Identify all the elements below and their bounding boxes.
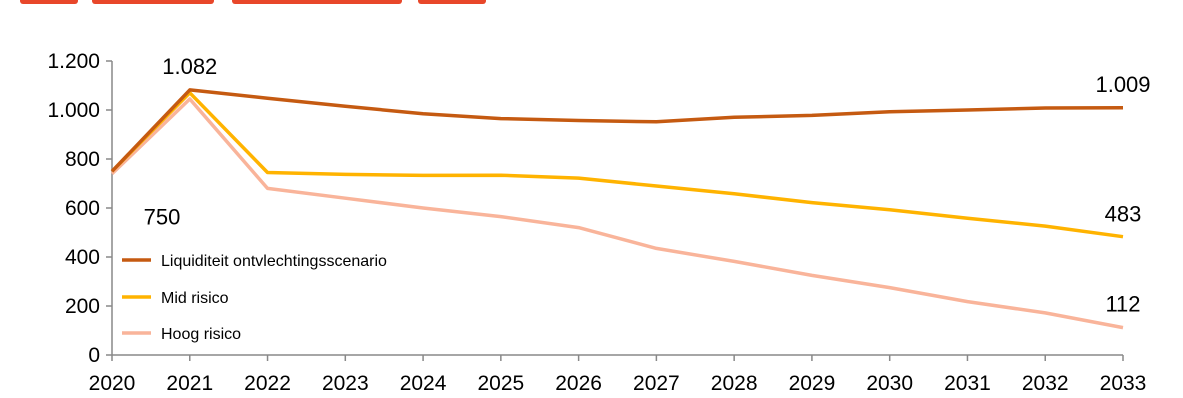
data-label: 112: [1105, 292, 1140, 317]
y-tick-label: 1.200: [47, 50, 100, 73]
x-tick-label: 2020: [89, 372, 136, 395]
x-tick-label: 2022: [244, 372, 291, 395]
x-tick-label: 2030: [866, 372, 913, 395]
x-tick-label: 2024: [400, 372, 447, 395]
legend-label: Mid risico: [161, 290, 229, 307]
series-line-mid-risico: [110, 91, 1124, 239]
x-tick-label: 2033: [1100, 372, 1147, 395]
legend-label: Liquiditeit ontvlechtingsscenario: [161, 253, 387, 270]
x-tick-label: 2021: [166, 372, 213, 395]
data-label: 1.009: [1095, 72, 1150, 97]
y-tick-label: 400: [65, 246, 100, 269]
chart-data-labels: 1.082 750 1.009 483 112: [144, 54, 1151, 317]
y-tick-label: 0: [88, 344, 100, 367]
legend-label: Hoog risico: [161, 326, 241, 343]
chart-axes: 0 200 400 600 800 1.000 1.200 2020 2021 2022 2023 2…: [47, 50, 1146, 395]
x-tick-label: 2031: [944, 372, 991, 395]
x-tick-label: 2023: [322, 372, 369, 395]
chart-series-lines: [110, 88, 1124, 330]
data-label: 750: [144, 204, 181, 229]
chart-legend: Liquiditeit ontvlechtingsscenario Mid ris…: [122, 253, 387, 343]
x-tick-label: 2027: [633, 372, 680, 395]
cropped-title-fragment: [0, 0, 1183, 10]
y-tick-label: 1.000: [47, 99, 100, 122]
data-label: 483: [1105, 202, 1142, 227]
x-tick-label: 2028: [711, 372, 758, 395]
x-tick-label: 2026: [555, 372, 602, 395]
y-tick-label: 200: [65, 295, 100, 318]
x-tick-label: 2025: [477, 372, 524, 395]
x-tick-label: 2029: [789, 372, 836, 395]
series-line-hoog-risico: [110, 97, 1124, 330]
series-line-liquiditeit-ontvlechtingsscenario: [110, 88, 1124, 173]
data-label: 1.082: [162, 54, 217, 79]
y-tick-label: 600: [65, 197, 100, 220]
x-tick-label: 2032: [1022, 372, 1069, 395]
y-tick-label: 800: [65, 148, 100, 171]
